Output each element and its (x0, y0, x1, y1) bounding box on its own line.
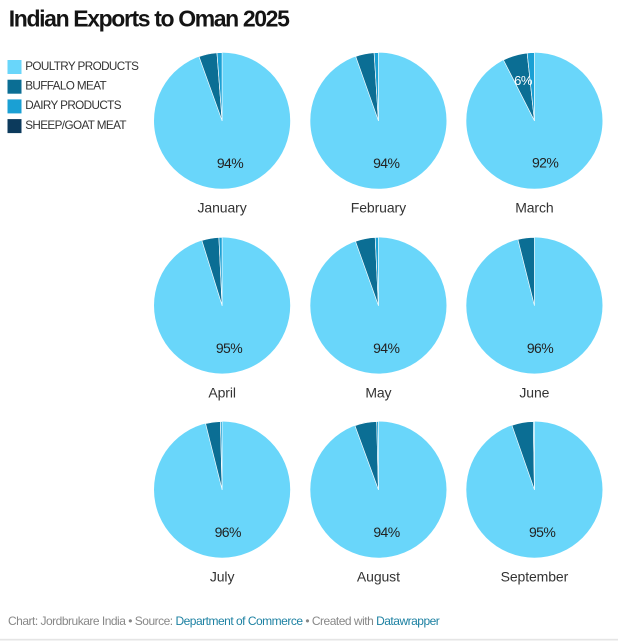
svg-text:SHEEP/GOAT MEAT: SHEEP/GOAT MEAT (25, 119, 126, 132)
svg-text:94%: 94% (217, 155, 243, 171)
svg-text:March: March (515, 200, 553, 216)
svg-text:July: July (210, 569, 235, 585)
svg-text:Chart: Jordbrukare India • Sou: Chart: Jordbrukare India • Source: Depar… (8, 614, 440, 628)
svg-text:August: August (357, 569, 400, 585)
svg-text:94%: 94% (373, 340, 399, 356)
svg-text:June: June (519, 385, 549, 401)
svg-text:POULTRY PRODUCTS: POULTRY PRODUCTS (25, 60, 139, 73)
svg-text:94%: 94% (373, 524, 399, 540)
svg-text:February: February (351, 200, 406, 216)
svg-text:May: May (365, 385, 391, 401)
svg-text:92%: 92% (532, 154, 558, 170)
svg-text:96%: 96% (215, 524, 241, 540)
svg-text:September: September (501, 569, 569, 585)
svg-text:January: January (198, 200, 247, 216)
svg-text:95%: 95% (529, 524, 555, 540)
svg-text:April: April (208, 385, 236, 401)
svg-text:94%: 94% (373, 155, 399, 171)
svg-text:96%: 96% (527, 340, 553, 356)
svg-text:95%: 95% (216, 340, 242, 356)
svg-text:Indian Exports to Oman 2025: Indian Exports to Oman 2025 (9, 6, 290, 32)
svg-text:6%: 6% (514, 73, 533, 88)
svg-text:DAIRY PRODUCTS: DAIRY PRODUCTS (25, 99, 122, 112)
svg-text:BUFFALO MEAT: BUFFALO MEAT (25, 80, 106, 93)
